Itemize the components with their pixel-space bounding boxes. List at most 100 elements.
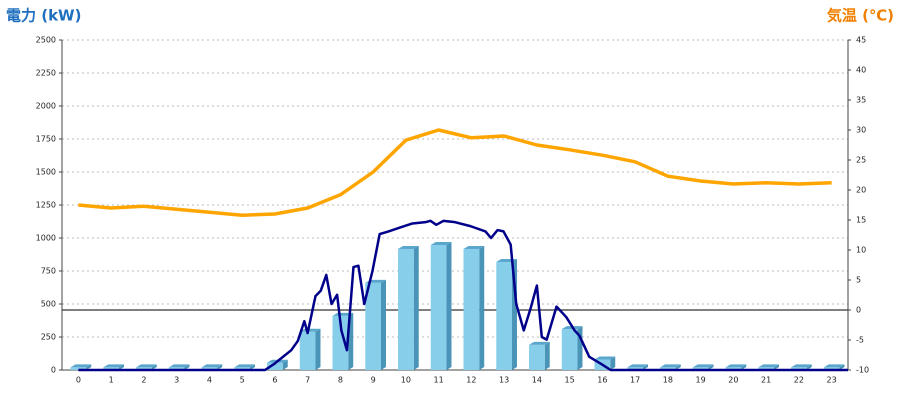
x-tick-label: 19	[696, 376, 706, 385]
bar	[299, 331, 316, 370]
x-tick-label: 6	[272, 376, 277, 385]
x-tick-label: 9	[371, 376, 376, 385]
x-tick-label: 13	[499, 376, 509, 385]
y-tick-label: 1500	[36, 168, 56, 177]
bar-side	[217, 364, 223, 370]
bar	[430, 244, 447, 370]
power-line	[78, 219, 848, 372]
bar-side	[86, 364, 92, 370]
y-tick-label: 2250	[36, 69, 56, 78]
x-tick-label: 8	[338, 376, 343, 385]
y2-tick-label: 15	[856, 216, 866, 225]
bar-side	[184, 364, 190, 370]
bar-side	[315, 328, 321, 370]
temperature-line	[78, 128, 832, 217]
x-tick-label: 22	[794, 376, 804, 385]
y2-tick-label: -10	[856, 366, 869, 375]
bar	[758, 367, 774, 370]
bar-side	[675, 364, 681, 370]
bar	[463, 248, 480, 370]
bar-side	[610, 356, 616, 370]
bar-top	[234, 364, 255, 368]
y2-tick-label: 45	[856, 36, 866, 45]
y-axis-title: 電力 (kW)	[6, 7, 81, 25]
x-tick-label: 1	[109, 376, 114, 385]
bar	[660, 367, 676, 370]
bar-top	[332, 312, 354, 316]
bar-top	[594, 356, 616, 360]
x-tick-label: 15	[565, 376, 575, 385]
y-tick-label: 1750	[36, 135, 56, 144]
y-tick-label: 1250	[36, 201, 56, 210]
bar	[70, 367, 87, 370]
x-tick-label: 10	[401, 376, 411, 385]
x-tick-label: 11	[434, 376, 444, 385]
bar-side	[249, 364, 255, 370]
y-tick-label: 250	[41, 333, 56, 342]
bar	[823, 367, 840, 370]
x-tick-label: 20	[728, 376, 738, 385]
y2-axis-title: 気温 (℃)	[827, 7, 894, 25]
bar	[529, 344, 545, 370]
bar-top	[791, 364, 812, 368]
bar-side	[118, 364, 124, 370]
bar	[365, 282, 381, 370]
y2-tick-label: 20	[856, 186, 866, 195]
bar-top	[463, 245, 485, 249]
bar-side	[413, 245, 419, 370]
y-tick-label: 2000	[36, 102, 56, 111]
y-tick-label: 2500	[36, 36, 56, 45]
bar-top	[70, 364, 92, 368]
bar-side	[446, 241, 452, 370]
bar-side	[839, 364, 845, 370]
bar-side	[544, 341, 550, 370]
bar-top	[692, 364, 714, 368]
bar-side	[642, 364, 648, 370]
bar-side	[773, 364, 779, 370]
y-tick-label: 750	[41, 267, 56, 276]
x-tick-label: 4	[207, 376, 212, 385]
bar-top	[758, 364, 779, 368]
x-tick-label: 21	[761, 376, 771, 385]
x-tick-label: 16	[597, 376, 607, 385]
bar-top	[201, 364, 223, 368]
bar-top	[660, 364, 681, 368]
bar-top	[398, 245, 419, 249]
x-tick-label: 17	[630, 376, 640, 385]
x-tick-label: 0	[76, 376, 81, 385]
bar-top	[823, 364, 845, 368]
y2-tick-label: 40	[856, 66, 866, 75]
bar-side	[380, 279, 386, 370]
x-tick-label: 14	[532, 376, 542, 385]
bar	[692, 367, 709, 370]
bar-top	[529, 341, 550, 345]
bar	[398, 248, 414, 370]
y2-tick-label: 10	[856, 246, 866, 255]
y2-tick-label: 0	[856, 306, 861, 315]
bar	[168, 367, 185, 370]
bar-side	[479, 245, 485, 370]
y2-tick-label: 5	[856, 276, 861, 285]
y-tick-label: 500	[41, 300, 56, 309]
bar-top	[725, 364, 747, 368]
y-tick-label: 1000	[36, 234, 56, 243]
y-tick-label: 0	[51, 366, 56, 375]
bar-side	[708, 364, 714, 370]
bar	[627, 367, 643, 370]
bar	[201, 367, 218, 370]
bar-side	[282, 359, 288, 370]
bar-side	[151, 364, 157, 370]
x-tick-label: 3	[174, 376, 179, 385]
x-tick-label: 5	[240, 376, 245, 385]
bar-top	[168, 364, 190, 368]
x-tick-label: 18	[663, 376, 673, 385]
x-tick-label: 2	[141, 376, 146, 385]
bar-side	[806, 364, 812, 370]
bar	[791, 367, 807, 370]
y2-tick-label: -5	[856, 336, 864, 345]
x-tick-label: 23	[827, 376, 837, 385]
bar-side	[741, 364, 747, 370]
y2-tick-label: 35	[856, 96, 866, 105]
bar	[103, 367, 119, 370]
